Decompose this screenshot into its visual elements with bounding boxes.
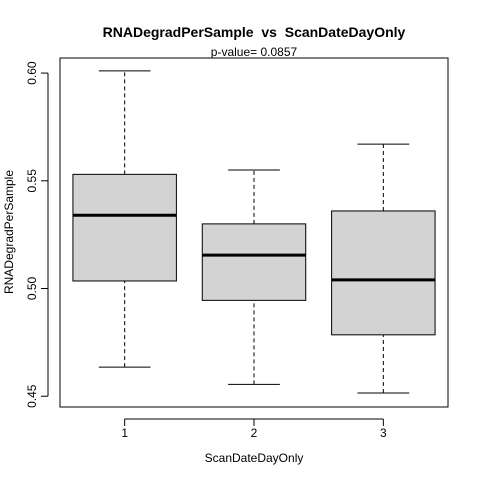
chart-subtitle: p-value= 0.0857 (211, 45, 298, 59)
boxes (72, 70, 436, 394)
box-group-1 (72, 70, 177, 368)
iqr-box (331, 210, 436, 336)
plot-frame (59, 57, 449, 408)
y-axis: 0.45 0.50 0.55 0.60 (25, 61, 49, 408)
x-axis-label: ScanDateDayOnly (205, 451, 304, 465)
box-group-2 (201, 169, 307, 385)
x-axis: 1 2 3 (121, 418, 387, 440)
box-group-3 (331, 143, 436, 394)
y-axis-label: RNADegradPerSample (2, 170, 16, 294)
x-tick-label: 1 (121, 426, 128, 440)
y-tick-label: 0.55 (25, 169, 39, 193)
y-tick-label: 0.60 (25, 61, 39, 85)
iqr-box (201, 223, 307, 301)
x-tick-label: 2 (251, 426, 258, 440)
chart-title: RNADegradPerSample vs ScanDateDayOnly (103, 24, 406, 40)
y-tick-label: 0.45 (25, 384, 39, 408)
x-tick-label: 3 (380, 426, 387, 440)
iqr-box (72, 173, 177, 282)
y-tick-label: 0.50 (25, 277, 39, 301)
